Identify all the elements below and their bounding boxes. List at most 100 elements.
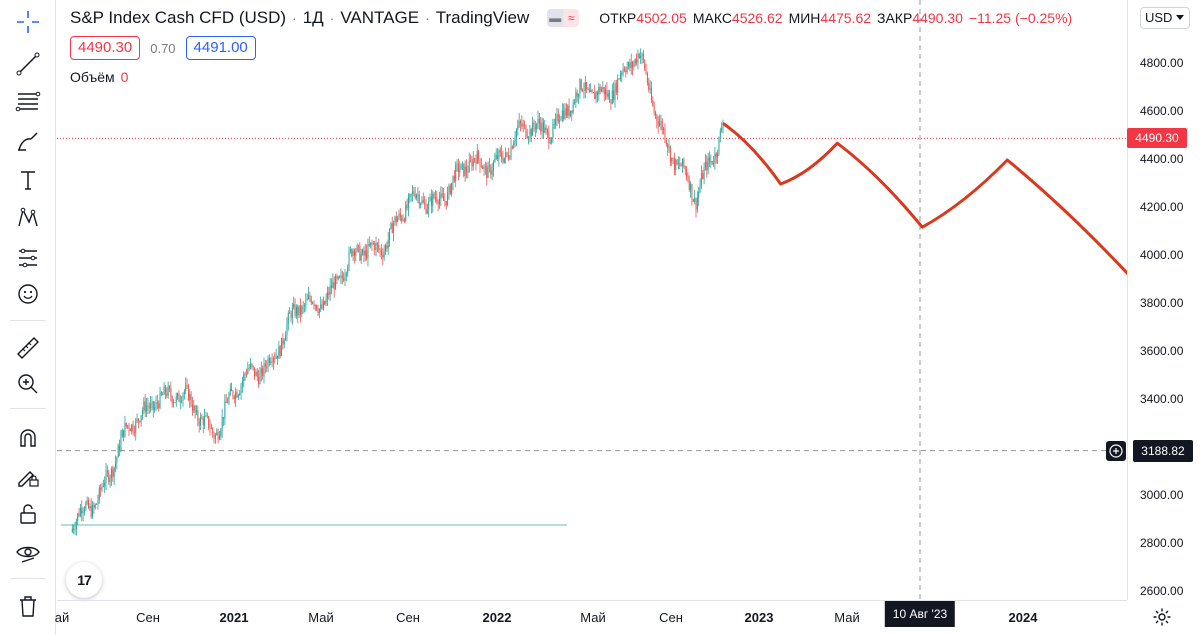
candle-body xyxy=(622,68,624,74)
candle-body xyxy=(533,122,535,127)
eye-icon[interactable] xyxy=(8,534,48,570)
candle-body xyxy=(484,166,486,168)
candle-body xyxy=(692,199,694,202)
symbol-title[interactable]: S&P Index Cash CFD (USD) xyxy=(70,8,287,27)
crosshair-tool-icon[interactable] xyxy=(8,4,48,40)
ruler-tool-icon[interactable] xyxy=(8,330,48,366)
high-key: МАКС xyxy=(692,10,732,26)
magnet-icon[interactable] xyxy=(8,420,48,456)
add-alert-icon[interactable] xyxy=(1106,440,1126,461)
trash-icon[interactable] xyxy=(8,588,48,624)
market-status-pill[interactable]: ▬ ≈ xyxy=(547,9,580,27)
volume-legend[interactable]: Объём 0 xyxy=(70,69,128,85)
price-tick-label: 4000.00 xyxy=(1140,248,1184,262)
candle-body xyxy=(290,313,292,319)
candle-body xyxy=(506,152,508,155)
emoji-tool-icon[interactable] xyxy=(8,276,48,312)
candle-body xyxy=(547,129,548,133)
candle-body xyxy=(332,281,334,289)
candle-body xyxy=(314,305,316,306)
candle-body xyxy=(513,142,515,149)
candle-body xyxy=(200,417,202,426)
open-key: ОТКР xyxy=(599,10,637,26)
candle-body xyxy=(424,202,426,205)
candle-body xyxy=(459,169,461,173)
candle-body xyxy=(363,249,365,256)
candle-body xyxy=(82,510,84,514)
candle-body xyxy=(196,410,197,413)
candle-body xyxy=(136,418,138,421)
candle-body xyxy=(648,82,650,90)
candle-body xyxy=(94,504,96,508)
candle-body xyxy=(542,122,544,133)
candle-body xyxy=(129,429,131,432)
chart-settings-gear-icon[interactable] xyxy=(1150,605,1174,629)
candle-body xyxy=(441,193,443,197)
candle-body xyxy=(317,309,319,314)
candle-body xyxy=(560,118,562,121)
time-tick-label: 2023 xyxy=(744,610,774,625)
price-tick-label: 4600.00 xyxy=(1140,104,1184,118)
candle-body xyxy=(568,105,570,116)
candle-body xyxy=(96,503,98,505)
trend-line-tool-icon[interactable] xyxy=(8,46,48,82)
candle-body xyxy=(682,158,683,167)
candle-body xyxy=(541,122,543,132)
pattern-tool-icon[interactable] xyxy=(8,200,48,236)
candle-body xyxy=(282,337,284,345)
candle-body xyxy=(665,140,667,144)
candle-body xyxy=(494,158,496,163)
interval-label[interactable]: 1Д xyxy=(302,8,324,27)
candle-body xyxy=(447,192,449,205)
candle-body xyxy=(113,467,115,477)
candle-body xyxy=(696,197,698,210)
volume-value: 0 xyxy=(120,69,129,85)
candle-body xyxy=(228,394,230,403)
time-axis[interactable]: ай Сен 2021 Май Сен 2022 Май Сен 2023 Май 2024 10 А… xyxy=(55,600,1127,635)
candle-body xyxy=(251,363,253,366)
separator-dot: · xyxy=(329,10,335,26)
fib-retracement-tool-icon[interactable] xyxy=(8,84,48,120)
chart-pane[interactable] xyxy=(57,0,1127,600)
candle-body xyxy=(537,118,539,124)
candle-body xyxy=(576,92,578,97)
candle-body xyxy=(268,358,270,364)
candle-body xyxy=(503,157,505,163)
candle-body xyxy=(609,93,611,103)
candle-body xyxy=(345,273,347,276)
candle-body xyxy=(563,110,565,119)
prediction-tool-icon[interactable] xyxy=(8,240,48,276)
candle-body xyxy=(128,425,130,430)
sell-price-button[interactable]: 4490.30 xyxy=(70,36,141,60)
candle-body xyxy=(430,197,432,207)
candle-body xyxy=(422,200,424,203)
candle-body xyxy=(85,503,87,510)
zoom-in-icon[interactable] xyxy=(8,366,48,402)
chart-canvas[interactable] xyxy=(57,0,1127,600)
candle-body xyxy=(374,243,376,251)
candle-body xyxy=(391,223,393,234)
candle-body xyxy=(561,110,563,119)
price-tick-label: 4800.00 xyxy=(1140,56,1184,70)
candle-body xyxy=(572,102,574,113)
candle-body xyxy=(526,136,528,139)
candle-body xyxy=(260,368,262,374)
candle-body xyxy=(397,218,399,222)
candle-body xyxy=(205,415,207,417)
candle-body xyxy=(661,121,663,131)
buy-price-button[interactable]: 4491.00 xyxy=(185,36,256,60)
candle-body xyxy=(163,386,165,395)
text-tool-icon[interactable] xyxy=(8,162,48,198)
lock-drawings-icon[interactable] xyxy=(8,458,48,494)
candle-body xyxy=(704,161,706,168)
candle-body xyxy=(428,201,430,210)
lock-icon[interactable] xyxy=(8,496,48,532)
candle-body xyxy=(591,90,593,93)
currency-select[interactable]: USD xyxy=(1140,7,1190,29)
price-axis[interactable]: 4800.00 4600.00 4400.00 4200.00 4000.00 3800.… xyxy=(1127,0,1200,600)
tradingview-logo[interactable]: 17 xyxy=(66,562,102,598)
candle-body xyxy=(636,59,638,63)
candle-body xyxy=(105,470,107,483)
brush-tool-icon[interactable] xyxy=(8,124,48,160)
candle-body xyxy=(212,428,214,434)
